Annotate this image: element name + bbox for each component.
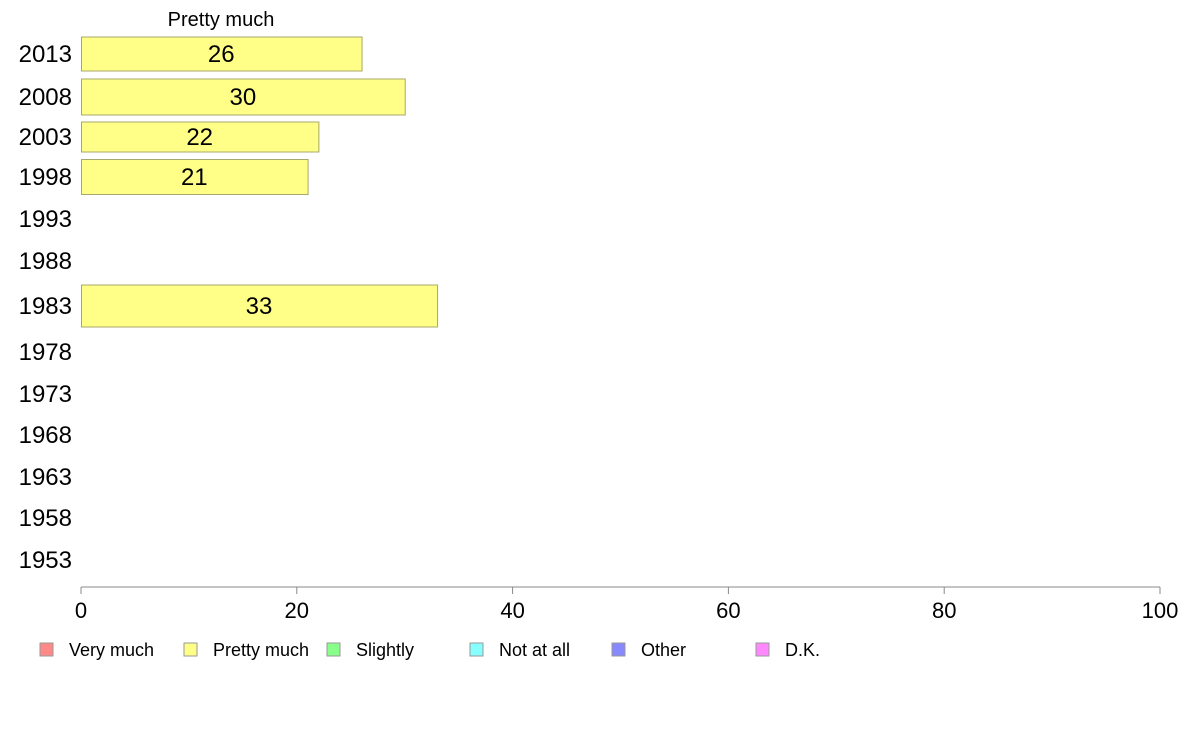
y-tick-label: 1998 (19, 164, 72, 191)
chart-title: Pretty much (168, 9, 275, 31)
y-tick-label: 1958 (19, 505, 72, 532)
y-tick-label: 2003 (19, 124, 72, 151)
bar-value-label: 26 (208, 41, 235, 68)
x-tick-label: 80 (932, 598, 956, 623)
bar (81, 78, 406, 116)
bar (81, 121, 320, 153)
x-tick-label: 60 (716, 598, 740, 623)
legend-label: Very much (69, 640, 154, 660)
y-tick-label: 1953 (19, 547, 72, 574)
bar-value-label: 33 (246, 293, 273, 320)
y-tick-label: 1963 (19, 464, 72, 491)
legend-label: Not at all (499, 640, 570, 660)
y-axis-labels: 2013 2008 2003 1998 1993 1988 1983 1978 1973 1968… (19, 41, 72, 574)
bar (81, 36, 363, 72)
legend-swatch (469, 642, 484, 657)
legend: Very much Pretty much Slightly Not at all Ot… (39, 640, 820, 660)
x-tick-label: 40 (500, 598, 524, 623)
y-tick-label: 2008 (19, 84, 72, 111)
x-tick-label: 0 (75, 598, 87, 623)
y-tick-label: 1988 (19, 248, 72, 275)
legend-label: Pretty much (213, 640, 309, 660)
y-tick-label: 1993 (19, 206, 72, 233)
y-tick-label: 1978 (19, 339, 72, 366)
legend-swatch (39, 642, 54, 657)
y-tick-label: 1968 (19, 422, 72, 449)
legend-swatch (326, 642, 341, 657)
legend-swatch (755, 642, 770, 657)
bar-group: 26 30 22 21 33 (81, 36, 439, 328)
x-axis: 0 20 40 60 80 100 (75, 586, 1179, 623)
y-tick-label: 1983 (19, 293, 72, 320)
legend-label: Slightly (356, 640, 414, 660)
y-tick-label: 2013 (19, 41, 72, 68)
x-tick-label: 100 (1142, 598, 1179, 623)
legend-swatch (183, 642, 198, 657)
legend-swatch (611, 642, 626, 657)
x-tick-label: 20 (285, 598, 309, 623)
bar-value-label: 30 (229, 84, 256, 111)
bar (81, 159, 309, 195)
bar (81, 284, 439, 328)
bar-value-label: 22 (186, 124, 213, 151)
legend-label: D.K. (785, 640, 820, 660)
bar-value-label: 21 (181, 164, 208, 191)
y-tick-label: 1973 (19, 381, 72, 408)
legend-label: Other (641, 640, 686, 660)
